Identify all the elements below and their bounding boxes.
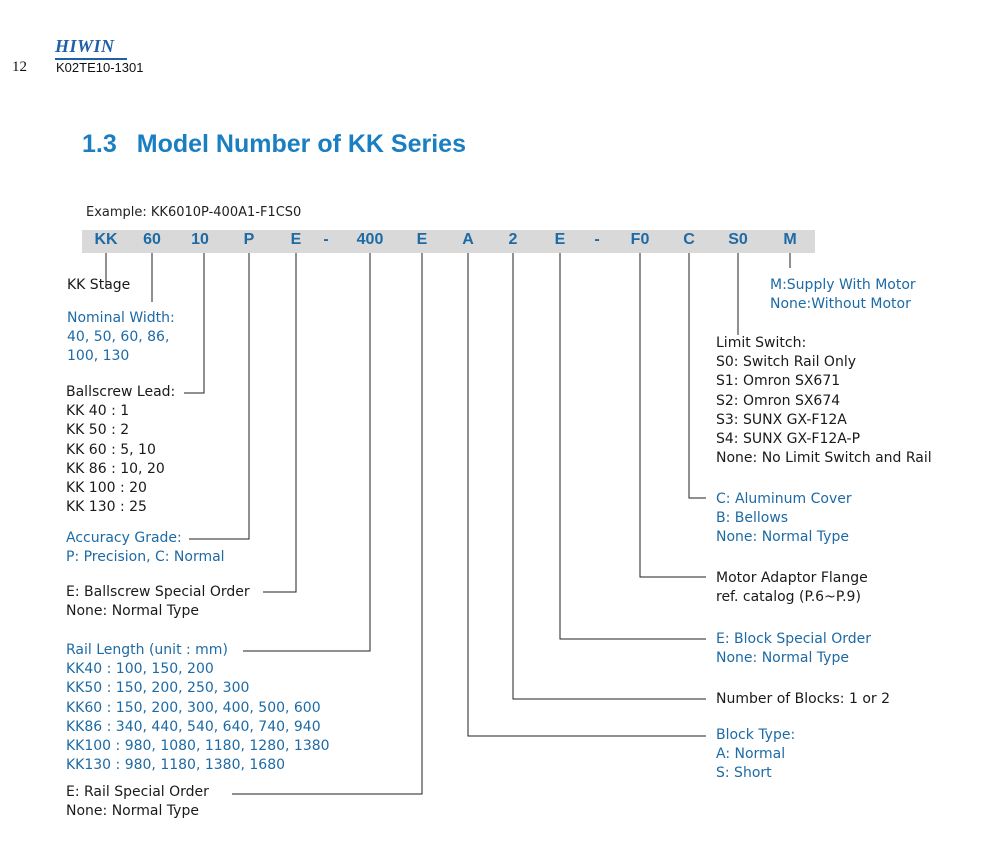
ballscrew-lead-line: KK 100 : 20	[66, 480, 147, 497]
model-code-segment: KK	[94, 231, 118, 248]
rail-length-line: KK50 : 150, 200, 250, 300	[66, 680, 250, 697]
line-rail-special	[232, 253, 423, 795]
rail-length-line: KK40 : 100, 150, 200	[66, 661, 214, 678]
ballscrew-lead-line: KK 50 : 2	[66, 422, 130, 439]
label-cover: C: Aluminum Cover B: Bellows None: Norma…	[716, 490, 852, 548]
motor-line: None:Without Motor	[770, 296, 911, 313]
ballscrew-lead-line: KK 86 : 10, 20	[66, 460, 165, 477]
section-number: 1.3	[82, 130, 117, 158]
ballscrew-special-line: None: Normal Type	[66, 603, 199, 620]
model-code-segment: E	[290, 231, 302, 248]
line-block-type	[467, 253, 706, 737]
block-special-line: None: Normal Type	[716, 650, 849, 667]
rail-length-line: KK86 : 340, 440, 540, 640, 740, 940	[66, 718, 321, 735]
line-blocks	[512, 253, 706, 700]
cover-line: B: Bellows	[716, 510, 789, 527]
limit-switch-line: S2: Omron SX674	[716, 392, 841, 409]
line-motor-flange	[639, 253, 706, 578]
model-code-segment: A	[462, 231, 474, 248]
label-block-special: E: Block Special Order None: Normal Type	[716, 630, 871, 668]
line-rail-length	[243, 253, 371, 652]
model-code-segment: S0	[728, 231, 748, 248]
limit-switch-line: S4: SUNX GX-F12A-P	[716, 431, 861, 448]
limit-switch-line: S3: SUNX GX-F12A	[716, 411, 847, 428]
block-type-line: S: Short	[716, 765, 772, 782]
page-number: 12	[12, 59, 27, 75]
logo-underline	[55, 58, 127, 60]
document-id: K02TE10-1301	[56, 60, 144, 75]
accuracy-grade-heading: Accuracy Grade:	[66, 530, 182, 546]
label-limit-switch: Limit Switch: S0: Switch Rail Only S1: O…	[716, 334, 932, 468]
label-accuracy-grade: Accuracy Grade: P: Precision, C: Normal	[66, 529, 225, 567]
cover-line: None: Normal Type	[716, 529, 849, 546]
cover-line: C: Aluminum Cover	[716, 491, 852, 507]
ballscrew-lead-line: KK 40 : 1	[66, 403, 130, 420]
line-ballscrew-special	[263, 253, 297, 593]
limit-switch-line: S1: Omron SX671	[716, 373, 841, 390]
line-ballscrew-lead	[184, 253, 205, 394]
rail-length-line: KK130 : 980, 1180, 1380, 1680	[66, 757, 286, 774]
label-nominal-width: Nominal Width: 40, 50, 60, 86, 100, 130	[67, 309, 175, 367]
model-code-segment: 2	[508, 231, 518, 248]
accuracy-grade-line: P: Precision, C: Normal	[66, 549, 225, 566]
block-type-line: A: Normal	[716, 746, 786, 763]
rail-length-line: KK60 : 150, 200, 300, 400, 500, 600	[66, 699, 321, 716]
label-rail-length: Rail Length (unit : mm) KK40 : 100, 150,…	[66, 641, 330, 775]
ballscrew-lead-line: KK 130 : 25	[66, 499, 147, 516]
nominal-width-line: 100, 130	[67, 348, 130, 365]
label-rail-special: E: Rail Special Order None: Normal Type	[66, 783, 209, 821]
ballscrew-lead-line: KK 60 : 5, 10	[66, 441, 156, 458]
model-code-segment: E	[554, 231, 566, 248]
label-ballscrew-special: E: Ballscrew Special Order None: Normal …	[66, 583, 250, 621]
line-cover	[688, 253, 706, 499]
label-motor: M:Supply With Motor None:Without Motor	[770, 276, 916, 314]
rail-length-line: KK100 : 980, 1080, 1180, 1280, 1380	[66, 738, 330, 755]
model-code-segment: 10	[191, 231, 209, 248]
ballscrew-lead-heading: Ballscrew Lead:	[66, 384, 176, 400]
line-accuracy-grade	[189, 253, 250, 540]
limit-switch-heading: Limit Switch:	[716, 335, 807, 351]
ballscrew-special-heading: E: Ballscrew Special Order	[66, 584, 250, 600]
motor-flange-line: ref. catalog (P.6~P.9)	[716, 589, 861, 606]
label-block-type: Block Type: A: Normal S: Short	[716, 726, 795, 784]
model-code-segment: F0	[630, 231, 650, 248]
nominal-width-heading: Nominal Width:	[67, 310, 175, 326]
model-code-segment: P	[243, 231, 255, 248]
line-block-special	[559, 253, 706, 640]
number-of-blocks-text: Number of Blocks: 1 or 2	[716, 691, 890, 707]
label-kk-stage: KK Stage	[67, 276, 130, 295]
example-model-number: Example: KK6010P-400A1-F1CS0	[86, 205, 302, 220]
rail-length-heading: Rail Length (unit : mm)	[66, 642, 228, 658]
motor-line: M:Supply With Motor	[770, 277, 916, 293]
section-title: 1.3 Model Number of KK Series	[82, 130, 466, 159]
label-ballscrew-lead: Ballscrew Lead: KK 40 : 1 KK 50 : 2 KK 6…	[66, 383, 175, 517]
nominal-width-line: 40, 50, 60, 86,	[67, 329, 170, 346]
limit-switch-line: S0: Switch Rail Only	[716, 354, 856, 371]
hiwin-logo: HIWIN	[55, 36, 115, 56]
rail-special-line: None: Normal Type	[66, 803, 199, 820]
block-type-heading: Block Type:	[716, 727, 796, 743]
limit-switch-line: None: No Limit Switch and Rail	[716, 450, 932, 467]
block-special-heading: E: Block Special Order	[716, 631, 872, 647]
model-code-segment: 400	[356, 231, 384, 248]
model-code-segment: C	[683, 231, 695, 248]
motor-flange-heading: Motor Adaptor Flange	[716, 570, 868, 586]
model-code-segment: E	[416, 231, 428, 248]
model-code-segment: -	[323, 231, 329, 248]
model-code-segment: -	[594, 231, 600, 248]
section-title-text: Model Number of KK Series	[136, 130, 466, 158]
model-code-segment: M	[783, 231, 797, 248]
rail-special-heading: E: Rail Special Order	[66, 784, 209, 800]
label-number-of-blocks: Number of Blocks: 1 or 2	[716, 690, 890, 709]
model-code-segment: 60	[143, 231, 161, 248]
label-motor-flange: Motor Adaptor Flange ref. catalog (P.6~P…	[716, 569, 868, 607]
model-code-bar	[82, 230, 815, 253]
kk-stage-text: KK Stage	[67, 277, 131, 293]
